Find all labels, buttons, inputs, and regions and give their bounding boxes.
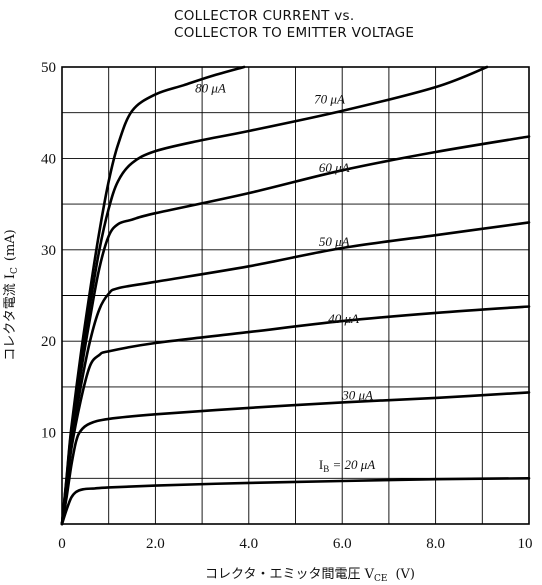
curve-label: 30 μA	[341, 388, 373, 403]
y-tick-label: 30	[41, 243, 56, 259]
x-tick-label: 8.0	[426, 536, 445, 552]
y-axis-label-unit: (mA)	[3, 229, 18, 261]
x-tick-label: 10	[518, 536, 533, 552]
y-tick-label: 50	[41, 60, 56, 76]
chart-title: COLLECTOR CURRENT vs.	[174, 8, 354, 24]
y-tick-label: 10	[41, 426, 56, 442]
curve-labels: IB = 20 μA 30 μA 40 μA 50 μA 60 μA 70 μA 80 μA	[195, 81, 375, 475]
x-axis-label: コレクタ・エミッタ間電圧 VCE (V)	[205, 567, 415, 584]
chart-titles: COLLECTOR CURRENT vs. COLLECTOR TO EMITT…	[174, 8, 414, 41]
curve-label: 50 μA	[319, 234, 350, 249]
y-axis-label-subscript: C	[10, 267, 20, 274]
y-tick-label: 40	[41, 151, 56, 167]
x-tick-label: 6.0	[333, 536, 352, 552]
curve-label: 40 μA	[328, 311, 359, 326]
y-axis-label-main: コレクタ電流 I	[3, 274, 18, 361]
x-axis-label-subscript: CE	[374, 574, 387, 584]
x-axis-label-main: コレクタ・エミッタ間電圧 V	[205, 567, 375, 582]
curve-label: IB = 20 μA	[319, 457, 375, 474]
curve-label: 70 μA	[314, 92, 345, 107]
curve-series	[60, 391, 531, 526]
x-tick-label: 0	[58, 536, 66, 552]
curve-label: 60 μA	[319, 160, 350, 175]
curve-series	[60, 65, 246, 526]
x-tick-label: 2.0	[146, 536, 165, 552]
y-tick-label: 20	[41, 334, 56, 350]
curve-series	[60, 477, 531, 526]
x-tick-labels: 0 2.0 4.0 6.0 8.0 10	[58, 536, 532, 552]
grid	[62, 67, 529, 524]
y-tick-labels: 10 20 30 40 50	[41, 60, 56, 442]
chart-subtitle: COLLECTOR TO EMITTER VOLTAGE	[174, 25, 414, 41]
x-axis-label-unit: (V)	[395, 567, 415, 582]
curves	[60, 65, 531, 526]
x-tick-label: 4.0	[239, 536, 258, 552]
y-axis-label: コレクタ電流 IC (mA)	[3, 229, 20, 361]
plot-frame	[61, 66, 530, 525]
curve-label: 80 μA	[195, 81, 226, 96]
